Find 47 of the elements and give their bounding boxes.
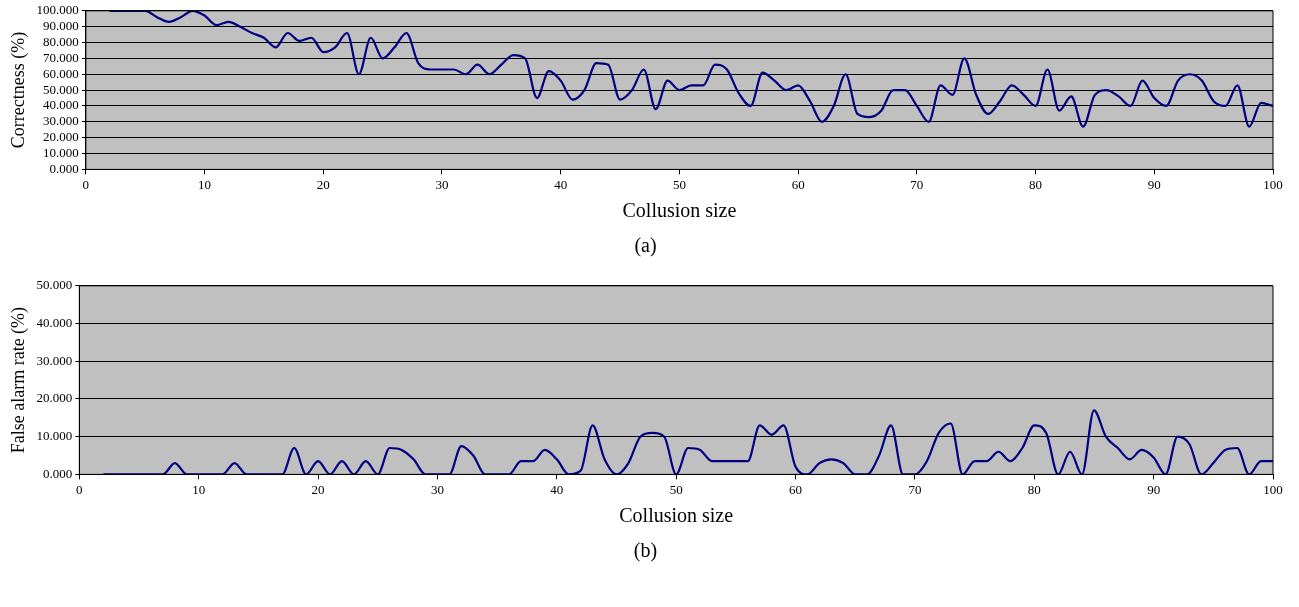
y-tick-label: 90.000 — [43, 18, 79, 34]
x-tick-label: 40 — [554, 176, 568, 192]
x-tick-label: 80 — [1029, 176, 1043, 192]
y-tick-label: 70.000 — [43, 49, 79, 65]
y-tick-label: 30.000 — [36, 352, 73, 368]
line-series — [108, 10, 1273, 128]
y-axis-title: False alarm rate (%) — [7, 306, 29, 454]
x-tick-label: 20 — [316, 176, 330, 192]
y-tick-label: 80.000 — [43, 33, 79, 49]
y-tick-label: 60.000 — [43, 65, 79, 81]
y-tick-label: 50.000 — [43, 81, 79, 97]
y-tick-label: 40.000 — [43, 97, 79, 113]
x-tick-label: 30 — [435, 176, 449, 192]
text: (b) — [632, 539, 659, 562]
x-tick-label: 20 — [311, 481, 325, 497]
line-series — [102, 409, 1273, 475]
y-tick-label: 10.000 — [43, 144, 79, 160]
x-tick-label: 80 — [1027, 481, 1041, 497]
x-tick-label: 50 — [669, 481, 683, 497]
y-tick-label: 100.000 — [36, 2, 79, 18]
x-axis-title: Collusion size — [622, 199, 737, 222]
y-tick-label: 40.000 — [36, 314, 73, 330]
x-tick-label: 0 — [76, 481, 83, 497]
x-tick-label: 90 — [1147, 176, 1161, 192]
x-tick-label: 90 — [1147, 481, 1161, 497]
x-tick-label: 40 — [550, 481, 564, 497]
y-tick-label: 20.000 — [43, 129, 79, 145]
y-tick-label: 0.000 — [49, 160, 79, 176]
x-tick-label: 60 — [789, 481, 803, 497]
x-tick-label: 70 — [908, 481, 922, 497]
text: (a) — [633, 234, 658, 257]
y-axis-title: Correctness (%) — [7, 31, 29, 149]
x-tick-label: 10 — [192, 481, 206, 497]
x-tick-label: 50 — [672, 176, 686, 192]
y-tick-label: 30.000 — [43, 113, 79, 129]
x-tick-label: 10 — [198, 176, 212, 192]
x-tick-label: 100 — [1263, 481, 1283, 497]
x-tick-label: 30 — [430, 481, 444, 497]
x-tick-label: 60 — [791, 176, 805, 192]
x-tick-label: 100 — [1263, 176, 1283, 192]
y-tick-label: 20.000 — [36, 390, 73, 406]
x-tick-label: 0 — [82, 176, 90, 192]
x-axis-title: Collusion size — [619, 504, 734, 527]
y-tick-label: 50.000 — [36, 277, 73, 293]
y-tick-label: 0.000 — [43, 465, 73, 481]
y-tick-label: 10.000 — [36, 428, 73, 444]
x-tick-label: 70 — [910, 176, 924, 192]
